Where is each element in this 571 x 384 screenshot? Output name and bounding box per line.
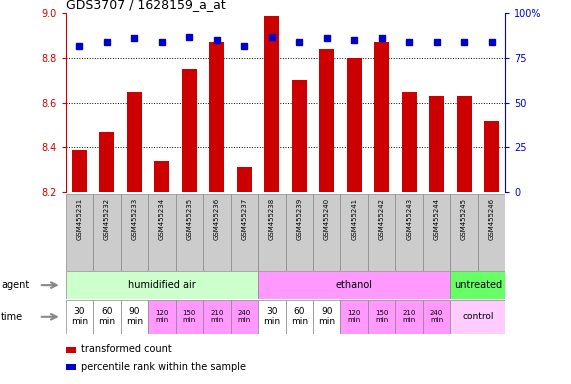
Text: GSM455245: GSM455245: [461, 198, 467, 240]
Text: GSM455246: GSM455246: [489, 198, 494, 240]
Text: GSM455236: GSM455236: [214, 198, 220, 240]
Bar: [120, 300, 148, 334]
Bar: [286, 300, 313, 334]
Bar: [93, 194, 120, 271]
Bar: [203, 300, 231, 334]
Text: 240
min: 240 min: [238, 310, 251, 323]
Text: GSM455241: GSM455241: [351, 198, 357, 240]
Bar: [451, 194, 478, 271]
Bar: [127, 91, 142, 192]
Bar: [286, 194, 313, 271]
Text: GSM455240: GSM455240: [324, 198, 329, 240]
Text: GSM455231: GSM455231: [77, 198, 82, 240]
Bar: [313, 194, 340, 271]
Bar: [395, 300, 423, 334]
Bar: [72, 150, 87, 192]
Text: time: time: [1, 312, 23, 322]
Bar: [154, 161, 170, 192]
Text: 60
min: 60 min: [291, 307, 308, 326]
Text: GSM455232: GSM455232: [104, 198, 110, 240]
Text: humidified air: humidified air: [128, 280, 196, 290]
Bar: [66, 300, 93, 334]
Bar: [258, 271, 451, 299]
Bar: [203, 194, 231, 271]
Bar: [176, 300, 203, 334]
Bar: [347, 58, 362, 192]
Bar: [258, 300, 286, 334]
Text: 150
min: 150 min: [183, 310, 196, 323]
Text: GSM455238: GSM455238: [269, 198, 275, 240]
Bar: [99, 132, 114, 192]
Text: 90
min: 90 min: [318, 307, 335, 326]
Bar: [368, 300, 395, 334]
Bar: [120, 194, 148, 271]
Text: GSM455242: GSM455242: [379, 198, 385, 240]
Bar: [429, 96, 444, 192]
Bar: [401, 91, 417, 192]
Bar: [292, 80, 307, 192]
Bar: [374, 43, 389, 192]
Bar: [313, 300, 340, 334]
Bar: [319, 49, 334, 192]
Text: 120
min: 120 min: [155, 310, 168, 323]
Text: GSM455243: GSM455243: [406, 198, 412, 240]
Bar: [484, 121, 499, 192]
Bar: [258, 194, 286, 271]
Bar: [209, 43, 224, 192]
Text: 120
min: 120 min: [348, 310, 361, 323]
Text: agent: agent: [1, 280, 29, 290]
Text: GSM455237: GSM455237: [242, 198, 247, 240]
Bar: [457, 96, 472, 192]
Text: 240
min: 240 min: [430, 310, 443, 323]
Text: 150
min: 150 min: [375, 310, 388, 323]
Text: percentile rank within the sample: percentile rank within the sample: [81, 362, 246, 372]
Text: 210
min: 210 min: [210, 310, 223, 323]
Text: GSM455233: GSM455233: [131, 198, 138, 240]
Bar: [231, 194, 258, 271]
Text: 90
min: 90 min: [126, 307, 143, 326]
Bar: [182, 69, 197, 192]
Text: 60
min: 60 min: [98, 307, 115, 326]
Bar: [148, 194, 176, 271]
Text: transformed count: transformed count: [81, 344, 171, 354]
Bar: [423, 300, 451, 334]
Bar: [93, 300, 120, 334]
Text: untreated: untreated: [454, 280, 502, 290]
Text: 30
min: 30 min: [71, 307, 88, 326]
Bar: [423, 194, 451, 271]
Text: GDS3707 / 1628159_a_at: GDS3707 / 1628159_a_at: [66, 0, 226, 11]
Bar: [451, 300, 505, 334]
Text: GSM455244: GSM455244: [433, 198, 440, 240]
Text: 210
min: 210 min: [403, 310, 416, 323]
Text: GSM455234: GSM455234: [159, 198, 165, 240]
Bar: [368, 194, 395, 271]
Bar: [148, 300, 176, 334]
Text: ethanol: ethanol: [336, 280, 373, 290]
Text: control: control: [462, 312, 493, 321]
Bar: [237, 167, 252, 192]
Text: GSM455239: GSM455239: [296, 198, 302, 240]
Bar: [478, 194, 505, 271]
Bar: [451, 271, 505, 299]
Bar: [66, 194, 93, 271]
Text: 30
min: 30 min: [263, 307, 280, 326]
Bar: [395, 194, 423, 271]
Bar: [176, 194, 203, 271]
Text: GSM455235: GSM455235: [186, 198, 192, 240]
Bar: [264, 16, 279, 192]
Bar: [66, 271, 258, 299]
Bar: [340, 194, 368, 271]
Bar: [231, 300, 258, 334]
Bar: [340, 300, 368, 334]
